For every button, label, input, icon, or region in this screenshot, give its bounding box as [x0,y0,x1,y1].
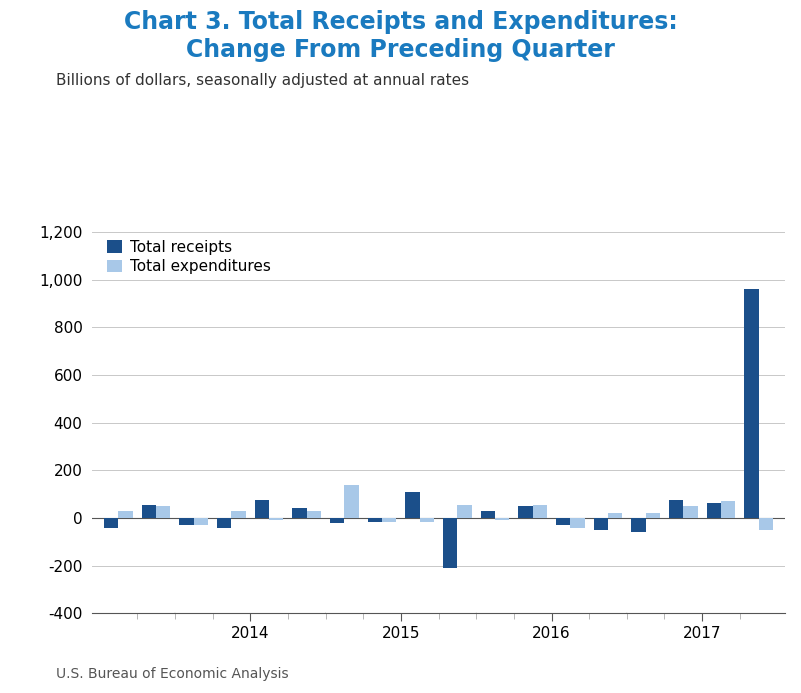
Bar [759,518,773,530]
Text: Billions of dollars, seasonally adjusted at annual rates: Billions of dollars, seasonally adjusted… [56,73,469,88]
Bar [231,511,246,518]
Bar [646,514,660,518]
Bar [683,506,698,518]
Bar [179,518,194,525]
Bar [481,511,495,518]
Bar [570,518,585,527]
Text: Chart 3. Total Receipts and Expenditures:: Chart 3. Total Receipts and Expenditures… [123,10,678,35]
Bar [744,290,759,518]
Bar [255,500,269,518]
Bar [533,505,547,518]
Bar [405,492,420,518]
Legend: Total receipts, Total expenditures: Total receipts, Total expenditures [107,240,271,274]
Bar [269,518,284,520]
Bar [292,509,307,518]
Text: Change From Preceding Quarter: Change From Preceding Quarter [186,38,615,62]
Bar [368,518,382,522]
Bar [518,506,533,518]
Bar [330,518,344,523]
Bar [156,506,171,518]
Bar [594,518,608,530]
Bar [706,502,721,518]
Bar [194,518,208,525]
Bar [631,518,646,532]
Bar [104,518,119,527]
Bar [420,518,434,522]
Bar [307,511,321,518]
Bar [217,518,231,527]
Bar [443,518,457,568]
Bar [495,518,509,520]
Bar [669,500,683,518]
Bar [142,505,156,518]
Bar [608,514,622,518]
Bar [382,518,396,522]
Bar [721,501,735,518]
Text: U.S. Bureau of Economic Analysis: U.S. Bureau of Economic Analysis [56,667,288,681]
Bar [119,511,133,518]
Bar [344,484,359,518]
Bar [556,518,570,525]
Bar [457,505,472,518]
